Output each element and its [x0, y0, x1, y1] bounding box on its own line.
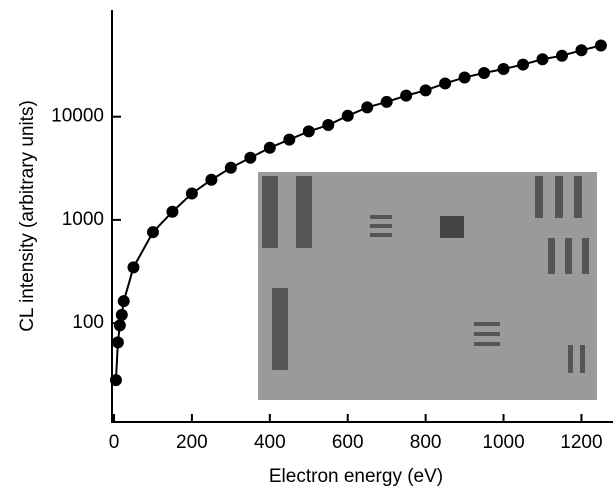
data-point [575, 44, 588, 57]
inset-bar [574, 176, 582, 218]
inset-bar [555, 176, 563, 218]
x-tick-label: 1000 [482, 432, 524, 453]
data-point [283, 133, 296, 146]
inset-bar [370, 215, 392, 219]
y-axis-label: CL intensity (arbitrary units) [17, 100, 38, 332]
data-point [439, 77, 452, 90]
x-axis-label: Electron energy (eV) [269, 466, 443, 487]
x-tick-label: 800 [410, 432, 442, 453]
inset-bar [440, 216, 464, 238]
inset-bar [580, 345, 585, 373]
inset-bar [474, 322, 500, 326]
data-point [113, 319, 126, 332]
x-tick-label: 1200 [560, 432, 602, 453]
inset-bar [272, 288, 288, 370]
data-point [302, 125, 315, 138]
data-point [263, 141, 276, 154]
inset-bar [565, 238, 572, 274]
data-point [117, 295, 130, 308]
inset-bar [548, 238, 555, 274]
inset-bar [474, 332, 500, 336]
data-point [111, 336, 124, 349]
data-point [361, 101, 374, 114]
inset-bar [262, 176, 278, 248]
data-point [205, 173, 218, 186]
inset-bar [474, 342, 500, 346]
data-point [166, 205, 179, 218]
data-point [127, 261, 140, 274]
data-point [380, 95, 393, 108]
inset-bar [582, 238, 589, 274]
data-point [536, 53, 549, 66]
y-tick-label: 1000 [62, 209, 104, 230]
x-tick-label: 0 [109, 432, 120, 453]
data-point [115, 308, 128, 321]
inset-bar [296, 176, 312, 248]
data-point [594, 39, 607, 52]
data-point [517, 58, 530, 71]
data-point [458, 71, 471, 84]
inset-image [258, 172, 597, 400]
data-point [244, 151, 257, 164]
inset-bar [535, 176, 543, 218]
data-point [478, 67, 491, 80]
data-point [341, 109, 354, 122]
inset-bar [568, 345, 573, 373]
inset-bar [370, 224, 392, 228]
data-point [224, 161, 237, 174]
data-point [185, 187, 198, 200]
inset-bar [370, 233, 392, 237]
x-tick-label: 200 [176, 432, 208, 453]
data-point [419, 84, 432, 97]
data-point [109, 374, 122, 387]
y-tick-label: 10000 [51, 106, 104, 127]
y-tick-label: 100 [72, 312, 104, 333]
x-tick-label: 600 [332, 432, 364, 453]
data-point [555, 49, 568, 62]
data-point [146, 226, 159, 239]
data-point [400, 89, 413, 102]
x-tick-label: 400 [254, 432, 286, 453]
data-point [497, 62, 510, 75]
data-point [322, 119, 335, 132]
